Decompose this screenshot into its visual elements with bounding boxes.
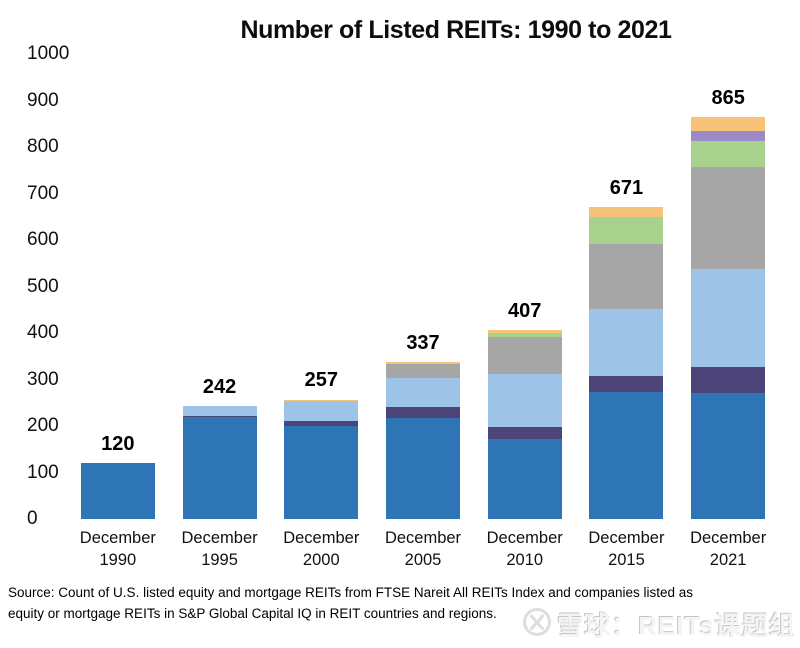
bar-total-label: 257 xyxy=(304,369,338,392)
x-axis-label-line: 1995 xyxy=(201,551,238,569)
bar-segment-blue xyxy=(284,426,359,519)
x-axis-label-line: 2010 xyxy=(506,551,544,569)
bar-segment-blue xyxy=(487,438,562,519)
bar-segment-light-blue xyxy=(386,378,460,407)
bar-segment-blue xyxy=(80,463,155,519)
chart-title: Number of Listed REITs: 1990 to 2021 xyxy=(240,16,672,44)
bar-segment-light-blue xyxy=(284,400,359,422)
watermark-text: 雪球：REITs课题组 xyxy=(557,611,796,641)
x-axis-label: December 1995 xyxy=(155,527,285,571)
bar-total-label: 337 xyxy=(406,332,440,355)
source-line-1: Source: Count of U.S. listed equity and … xyxy=(8,585,694,600)
bar-december-2005 xyxy=(386,362,460,519)
bar-segment-light-blue xyxy=(691,269,766,367)
x-axis-label: December 2010 xyxy=(460,527,590,571)
bar-segment-dark-purple xyxy=(386,406,460,419)
bar-segment-orange xyxy=(589,207,664,218)
bar-december-1990 xyxy=(80,463,155,519)
bar-segment-gray xyxy=(589,244,664,309)
x-axis-label-line: 2021 xyxy=(709,551,747,569)
bar-segment-light-blue xyxy=(589,308,664,376)
y-axis-tick-label: 600 xyxy=(27,229,59,250)
bar-segment-dark-purple xyxy=(487,426,562,439)
bar-segment-orange xyxy=(487,329,562,333)
x-axis-label-line: 2000 xyxy=(302,551,340,569)
x-axis-label-line: December xyxy=(486,529,563,547)
y-axis-tick-label: 800 xyxy=(27,136,59,157)
bar-segment-green xyxy=(589,217,664,245)
y-axis-tick-label: 500 xyxy=(27,275,59,297)
bar-segment-dark-purple xyxy=(691,366,766,393)
x-axis-label-line: December xyxy=(181,529,258,547)
plot-area: 120 December 1990 242 December 1995 257 Decembe… xyxy=(67,54,779,569)
y-axis-tick-label: 400 xyxy=(27,322,59,343)
bar-december-2021 xyxy=(691,116,766,519)
x-axis-label-line: December xyxy=(384,529,462,547)
bar-segment-dark-purple xyxy=(284,421,359,427)
bar-segment-orange xyxy=(284,399,359,401)
bar-segment-green xyxy=(691,140,766,167)
x-axis-label-line: December xyxy=(283,529,360,547)
bar-segment-lavender xyxy=(691,131,766,141)
y-axis-tick-label: 200 xyxy=(27,415,59,436)
y-axis-tick-label: 1000 xyxy=(27,43,70,64)
bar-segment-dark-purple xyxy=(589,375,664,393)
bar-total-label: 671 xyxy=(609,176,644,199)
x-axis-label: December 2015 xyxy=(561,527,691,571)
x-axis-label: December 2005 xyxy=(358,527,488,571)
bar-segment-gray xyxy=(386,364,460,379)
bar-december-1995 xyxy=(182,406,257,519)
bar-december-2000 xyxy=(284,399,359,520)
y-axis-tick-label: 700 xyxy=(27,182,59,204)
bar-total-label: 120 xyxy=(101,433,135,456)
source-line-2: equity or mortgage REITs in S&P Global C… xyxy=(8,605,497,621)
bar-segment-blue xyxy=(386,418,460,519)
bar-december-2015 xyxy=(589,207,664,519)
bar-total-label: 407 xyxy=(508,299,542,322)
x-axis-label-line: 2015 xyxy=(608,551,645,569)
bar-segment-green xyxy=(487,332,562,338)
x-axis-label: December 1990 xyxy=(53,527,183,571)
x-axis-label: December 2000 xyxy=(256,527,386,571)
x-axis-label-line: 2005 xyxy=(404,551,442,569)
bar-segment-light-blue xyxy=(182,406,257,416)
y-axis-tick-label: 0 xyxy=(27,508,38,529)
bar-segment-blue xyxy=(182,417,257,519)
y-axis-tick-label: 100 xyxy=(27,461,59,483)
bar-segment-gray xyxy=(487,337,562,374)
bar-total-label: 242 xyxy=(202,376,237,399)
bar-segment-dark-purple xyxy=(182,415,257,418)
source-note: Source: Count of U.S. listed equity and … xyxy=(8,583,792,624)
bar-total-label: 865 xyxy=(711,86,745,109)
bar-segment-gray xyxy=(691,166,766,270)
watermark: 雪球：REITs课题组 xyxy=(522,606,796,643)
x-axis-label-line: 1990 xyxy=(99,551,137,569)
x-axis-label-line: December xyxy=(588,529,665,547)
x-axis-label-line: December xyxy=(690,529,767,547)
y-axis-tick-label: 900 xyxy=(27,89,59,111)
x-axis-label: December 2021 xyxy=(663,527,793,571)
xueqiu-logo-icon xyxy=(522,607,552,642)
bar-december-2010 xyxy=(487,329,562,519)
bar-segment-blue xyxy=(691,392,766,519)
x-axis-label-line: December xyxy=(79,529,156,547)
bar-segment-orange xyxy=(691,116,766,132)
bar-segment-orange xyxy=(386,362,460,365)
bar-segment-blue xyxy=(589,392,664,519)
y-axis-tick-label: 300 xyxy=(27,368,59,390)
bar-segment-light-blue xyxy=(487,373,562,427)
